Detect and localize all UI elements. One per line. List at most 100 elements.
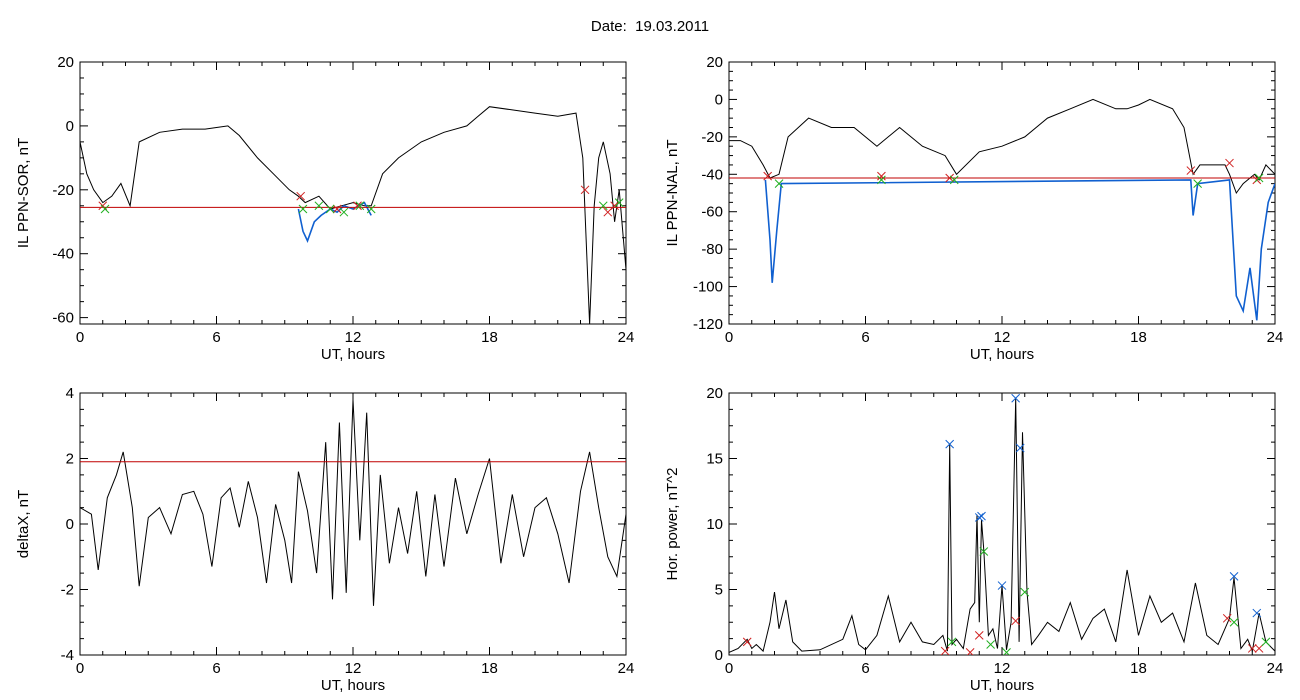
panel-4: 0 6 12 18 24 0 5 10 15 20 UT, hours Hor. power, nT^… (664, 385, 1283, 694)
cross-marker (298, 204, 308, 214)
cross-marker-stroke (1261, 637, 1271, 647)
cross-marker (1011, 393, 1021, 403)
x-tick-label: 18 (481, 329, 498, 346)
cross-marker-stroke (1254, 644, 1264, 653)
cross-marker-stroke (986, 640, 995, 649)
cross-marker (353, 201, 362, 211)
y-tick-label: 0 (715, 91, 723, 108)
cross-marker (1222, 613, 1232, 623)
cross-marker (1252, 608, 1262, 618)
cross-marker-stroke (1003, 648, 1011, 655)
cross-marker (1229, 617, 1239, 627)
y-tick-label: -2 (61, 582, 74, 599)
cross-marker-stroke (997, 581, 1007, 590)
cross-marker (1229, 572, 1239, 581)
cross-marker-stroke (296, 191, 306, 201)
cross-marker-stroke (366, 204, 376, 214)
plot-frame (79, 392, 627, 656)
cross-marker-stroke (940, 646, 950, 655)
cross-marker (945, 173, 955, 183)
cross-marker (1247, 644, 1257, 653)
plot-frame (728, 392, 1276, 656)
x-tick-label: 0 (76, 660, 84, 677)
cross-marker-stroke (598, 201, 608, 211)
cross-marker (355, 201, 365, 211)
x-tick-label: 0 (76, 329, 84, 346)
cross-marker (949, 175, 959, 185)
cross-marker-stroke (974, 630, 984, 640)
cross-marker (977, 511, 986, 521)
y-tick-label: 4 (66, 385, 74, 402)
y-tick-label: 2 (66, 451, 74, 468)
y-tick-label: -60 (701, 204, 723, 221)
cross-marker-stroke (974, 513, 984, 522)
y-tick-label: -120 (693, 316, 723, 333)
plot-area (729, 393, 1275, 655)
cross-marker (877, 171, 886, 181)
cross-marker-stroke (353, 201, 362, 211)
y-tick-label: -100 (693, 279, 723, 296)
cross-marker-stroke (947, 637, 957, 647)
cross-marker-stroke (314, 201, 324, 211)
x-tick-label: 0 (725, 660, 733, 677)
y-tick-label: -40 (701, 166, 723, 183)
cross-marker-stroke (742, 637, 752, 647)
x-tick-label: 18 (481, 660, 498, 677)
cross-marker (1186, 166, 1196, 175)
cross-marker-stroke (1222, 613, 1232, 623)
cross-marker-stroke (1247, 644, 1257, 653)
cross-marker-stroke (877, 171, 886, 181)
cross-marker (1254, 173, 1264, 183)
cross-marker (598, 201, 608, 211)
cross-marker-stroke (774, 179, 784, 188)
cross-marker (877, 175, 886, 185)
series-line (729, 98, 1275, 195)
y-tick-label: -20 (52, 182, 74, 199)
x-axis-label: UT, hours (970, 346, 1034, 363)
cross-marker-stroke (1225, 158, 1234, 168)
cross-marker (1261, 637, 1271, 647)
panel-1: 0 6 12 18 24 -60 -40 -20 0 20 UT, hours IL PPN-SOR,… (15, 54, 634, 363)
cross-marker (997, 581, 1007, 590)
cross-marker-stroke (1252, 608, 1262, 618)
cross-marker (339, 207, 349, 217)
y-tick-label: 20 (706, 385, 723, 402)
cross-marker-stroke (100, 204, 110, 214)
cross-marker-stroke (339, 207, 349, 217)
cross-marker (296, 191, 306, 201)
y-axis-label: deltaX, nT (15, 490, 32, 558)
cross-marker (580, 185, 590, 195)
cross-marker (1193, 179, 1203, 188)
plot-area (80, 106, 626, 324)
series-line (764, 179, 1275, 321)
cross-marker (965, 648, 975, 655)
cross-marker (986, 640, 995, 649)
cross-marker-stroke (977, 511, 986, 521)
cross-marker (763, 171, 773, 181)
cross-marker (614, 198, 624, 207)
cross-marker (366, 204, 376, 214)
cross-marker-stroke (763, 171, 773, 181)
x-tick-label: 24 (618, 329, 635, 346)
plot-area (80, 399, 626, 606)
cross-marker (940, 646, 950, 655)
x-axis-label: UT, hours (321, 346, 385, 363)
cross-marker-stroke (945, 439, 955, 449)
cross-marker-stroke (949, 175, 959, 185)
cross-marker (774, 179, 784, 188)
y-axis-label: IL PPN-SOR, nT (15, 138, 32, 248)
x-tick-label: 18 (1130, 329, 1147, 346)
x-tick-label: 12 (345, 660, 362, 677)
cross-marker-stroke (298, 204, 308, 214)
cross-marker (947, 637, 957, 647)
series-line (80, 399, 626, 606)
cross-marker-stroke (610, 201, 619, 211)
cross-marker-stroke (1193, 179, 1203, 188)
y-tick-label: -40 (52, 246, 74, 263)
y-axis-label: IL PPN-NAL, nT (664, 140, 681, 247)
cross-marker-stroke (1229, 617, 1239, 627)
cross-marker (325, 204, 335, 214)
figure-title: Date: 19.03.2011 (590, 18, 710, 35)
